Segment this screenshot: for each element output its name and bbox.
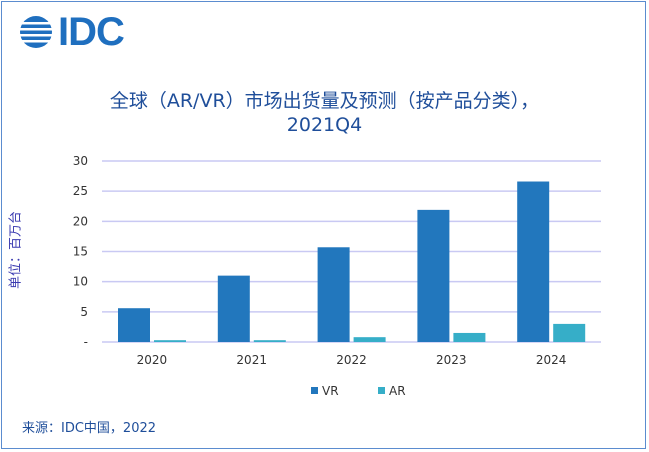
bar-ar: [253, 340, 286, 342]
bar-ar: [154, 340, 186, 342]
bar-vr: [118, 308, 150, 342]
legend-swatch-vr: [311, 387, 318, 394]
legend-label-ar: AR: [389, 384, 406, 398]
x-tick-label: 2020: [137, 353, 168, 367]
y-tick-label: 10: [73, 275, 88, 289]
y-tick-label: 20: [73, 214, 88, 228]
bar-vr: [417, 209, 450, 342]
y-tick-label: 30: [73, 154, 88, 168]
y-tick-label: 15: [73, 245, 88, 259]
source-note: 来源：IDC中国，2022: [22, 421, 157, 436]
logo-text: IDC: [58, 10, 125, 54]
legend-swatch-ar: [378, 387, 385, 394]
bar-vr: [317, 247, 350, 342]
bar-vr: [217, 275, 250, 342]
x-tick-label: 2024: [536, 353, 567, 367]
y-tick-label: -: [84, 335, 88, 349]
bar-ar: [553, 323, 586, 342]
idc-logo: IDC: [18, 10, 125, 54]
chart-subtitle: 2021Q4: [286, 114, 363, 136]
x-tick-label: 2021: [236, 353, 267, 367]
chart-title: 全球（AR/VR）市场出货量及预测（按产品分类），: [109, 90, 540, 112]
y-tick-label: 25: [73, 184, 88, 198]
legend-label-vr: VR: [322, 384, 339, 398]
bar-vr: [517, 181, 550, 342]
x-tick-label: 2023: [436, 353, 467, 367]
x-tick-label: 2022: [336, 353, 367, 367]
globe-icon: [18, 16, 54, 48]
bar-ar: [353, 337, 386, 342]
y-tick-label: 5: [80, 305, 88, 319]
bar-ar: [453, 332, 486, 342]
